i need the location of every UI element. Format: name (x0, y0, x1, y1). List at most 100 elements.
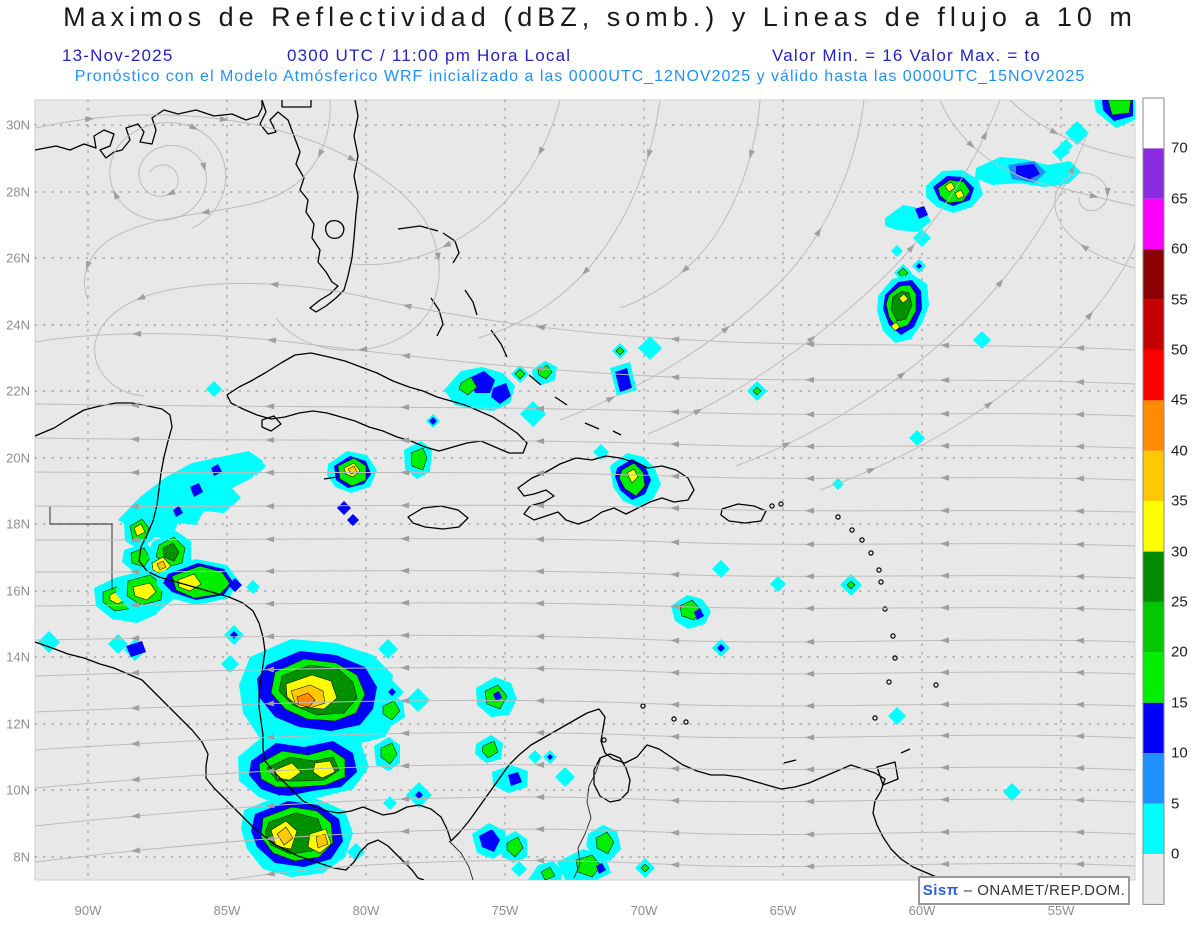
model-run-subtitle: Pronóstico con el Modelo Atmósferico WRF… (74, 68, 1086, 85)
flow-arrow-icon (681, 264, 690, 274)
flow-arrow-icon (130, 740, 140, 747)
flow-arrow-icon (265, 700, 275, 707)
colorbar-tick-label: 20 (1171, 643, 1188, 661)
reflectivity-blob (1052, 144, 1070, 160)
reflectivity-blob (694, 608, 704, 620)
flow-arrow-icon (266, 337, 277, 344)
flow-arrow-icon (1075, 733, 1085, 740)
flow-arrow-icon (538, 146, 546, 156)
flow-arrow-icon (670, 701, 680, 708)
coastline (261, 415, 282, 432)
flow-arrow-icon (130, 635, 140, 642)
flow-arrow-icon (670, 733, 680, 740)
colorbar-segment (1143, 198, 1164, 250)
flow-arrow-icon (1049, 127, 1059, 135)
lat-tick-label: 24N (6, 317, 30, 333)
reflectivity-blob (126, 641, 146, 657)
small-island (886, 679, 892, 685)
reflectivity-blob (1107, 100, 1132, 116)
colorbar-tick-label: 60 (1171, 240, 1188, 258)
lat-tick-label: 12N (6, 716, 30, 732)
reflectivity-blob (246, 456, 266, 476)
small-island (778, 501, 784, 507)
flow-arrow-icon (940, 604, 950, 611)
flow-arrow-icon (113, 190, 121, 200)
streamline (35, 828, 1135, 863)
flow-arrow-icon (347, 154, 357, 162)
coastline (584, 422, 600, 430)
streamline-layer (35, 100, 1135, 880)
flow-arrow-icon (1089, 192, 1099, 199)
flow-arrow-icon (805, 638, 815, 645)
small-island (890, 633, 896, 639)
reflectivity-blob (38, 631, 60, 653)
reflectivity-blob (481, 740, 499, 759)
reflectivity-blob (916, 263, 922, 269)
streamline (109, 121, 227, 229)
colorbar-segment (1143, 652, 1164, 703)
small-island (876, 567, 882, 573)
flow-arrow-icon (130, 776, 140, 783)
coastline (324, 220, 345, 240)
lon-tick-label: 75W (491, 903, 519, 918)
reflectivity-blob (132, 582, 157, 601)
reflectivity-blob (130, 547, 151, 568)
colorbar-segment (1143, 854, 1164, 905)
flow-arrow-icon (995, 278, 1004, 288)
reflectivity-blob (596, 863, 606, 874)
colorbar-segment (1143, 148, 1164, 199)
flow-arrow-icon (966, 139, 975, 149)
reflectivity-blob (410, 447, 428, 471)
lat-tick-label: 8N (13, 849, 30, 865)
flow-arrow-icon (1068, 164, 1075, 174)
flow-arrow-icon (130, 568, 140, 575)
watermark-text: – ONAMET/REP.DOM. (963, 882, 1126, 899)
flow-arrow-icon (265, 503, 275, 510)
flow-arrow-icon (265, 436, 275, 443)
flow-arrow-icon (1075, 379, 1085, 386)
streamline (647, 100, 1001, 435)
reflectivity-blob (429, 417, 437, 425)
reflectivity-blob (228, 578, 242, 592)
reflectivity-blob (296, 692, 316, 708)
colorbar-tick-label: 15 (1171, 694, 1188, 712)
coastline (593, 753, 631, 803)
flow-arrow-icon (535, 405, 545, 412)
lat-tick-label: 14N (6, 649, 30, 665)
colorbar-segment (1143, 450, 1164, 502)
flow-arrow-icon (265, 666, 275, 673)
flow-arrow-icon (670, 829, 680, 836)
colorbar-tick-label: 30 (1171, 543, 1188, 561)
lat-tick-label: 22N (6, 383, 30, 399)
small-island (849, 527, 855, 533)
flow-arrow-icon (670, 473, 680, 480)
flow-arrow-icon (535, 568, 545, 575)
colorbar-tick-label: 5 (1171, 795, 1180, 813)
flow-arrow-icon (400, 535, 410, 542)
reflectivity-blob (915, 206, 928, 219)
flow-arrow-icon (1075, 475, 1085, 482)
flow-arrow-icon (219, 115, 229, 122)
reflectivity-blob (913, 229, 931, 247)
flow-arrow-icon (940, 474, 950, 481)
flow-arrow-icon (670, 408, 680, 415)
reflectivity-blob (479, 829, 500, 852)
colorbar (1142, 97, 1165, 905)
flow-arrow-icon (940, 507, 950, 514)
reflectivity-blob (832, 478, 844, 490)
reflectivity-blob (312, 760, 336, 779)
flow-arrow-icon (400, 404, 410, 411)
flow-arrow-icon (670, 374, 680, 381)
flow-arrow-icon (984, 401, 994, 410)
flow-arrow-icon (401, 353, 411, 360)
colorbar-segment (1143, 400, 1164, 451)
flow-arrow-icon (940, 701, 950, 708)
value-min-max: Valor Min. = 16 Valor Max. = to (772, 46, 1042, 65)
reflectivity-blob (493, 691, 502, 701)
reflectivity-blob (274, 762, 302, 781)
coastline (397, 225, 439, 232)
lon-tick-label: 65W (769, 903, 797, 918)
flow-arrow-icon (1075, 344, 1085, 351)
flow-arrow-icon (535, 365, 545, 372)
flow-arrow-icon (940, 410, 950, 417)
